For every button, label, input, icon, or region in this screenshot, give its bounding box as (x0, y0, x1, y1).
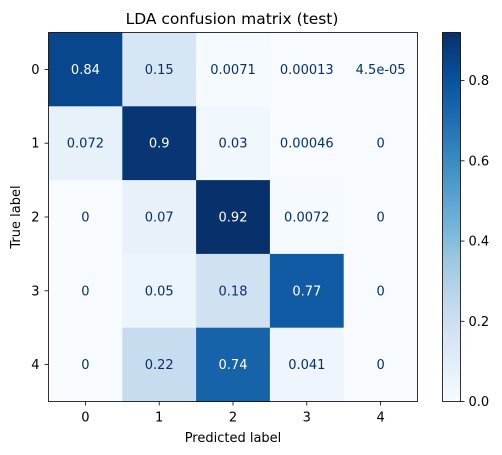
heatmap-cell (343, 253, 418, 329)
heatmap-cell (122, 253, 197, 329)
colorbar (442, 32, 461, 402)
heatmap-cell (122, 327, 197, 402)
heatmap-cell (343, 180, 418, 255)
x-tick-label: 3 (303, 411, 311, 426)
heatmap-cell (269, 253, 345, 329)
cell-value-label: 0.74 (219, 358, 248, 373)
cell-value-label: 0.92 (219, 211, 248, 226)
heatmap-cell (48, 327, 123, 402)
cell-value-label: 0 (376, 284, 384, 299)
colorbar-tick-label: 0.6 (469, 154, 490, 169)
x-tick-label: 4 (376, 411, 384, 426)
heatmap-cell (122, 32, 197, 107)
heatmap-cell (269, 106, 345, 181)
chart-title: LDA confusion matrix (test) (126, 10, 339, 28)
heatmap-cell (48, 32, 123, 107)
heatmap-cell (196, 106, 271, 181)
y-axis-ticks: 0 1 2 3 4 (31, 63, 49, 373)
y-tick-label: 4 (31, 358, 39, 373)
cell-value-label: 0.00013 (280, 63, 334, 78)
heatmap-cell (122, 180, 197, 255)
y-tick-label: 0 (31, 63, 39, 78)
heatmap-cell (196, 32, 271, 107)
cell-value-label: 0.07 (145, 211, 174, 226)
heatmap-cell (122, 106, 197, 181)
heatmap-cell (269, 32, 345, 107)
y-tick-label: 1 (31, 137, 39, 152)
heatmap-cell (269, 327, 345, 402)
y-tick-label: 2 (31, 211, 39, 226)
cell-value-label: 0.00046 (280, 137, 334, 152)
cell-value-label: 0 (376, 211, 384, 226)
cell-value-label: 0.84 (71, 63, 100, 78)
cell-value-label: 0.05 (145, 284, 174, 299)
heatmap-cell (196, 327, 271, 402)
cell-value-label: 0 (81, 211, 89, 226)
cell-value-label: 0.041 (288, 358, 325, 373)
cell-value-label: 0 (81, 358, 89, 373)
heatmap-cell (196, 253, 271, 329)
colorbar-ticks: 0.0 0.2 0.4 0.6 0.8 (460, 74, 490, 410)
cell-value-label: 0.18 (219, 284, 248, 299)
cell-value-label: 4.5e-05 (356, 63, 406, 78)
colorbar-tick-label: 0.0 (469, 395, 490, 410)
heatmap-cells (48, 32, 418, 402)
cell-value-label: 0.9 (149, 137, 170, 152)
heatmap-cell (343, 106, 418, 181)
cell-value-label: 0.0071 (210, 63, 256, 78)
cell-value-label: 0.77 (292, 284, 321, 299)
colorbar-tick-label: 0.8 (469, 74, 490, 89)
x-tick-label: 2 (229, 411, 237, 426)
heatmap-cell (343, 32, 418, 107)
heatmap-cell (269, 180, 345, 255)
heatmap-cell (48, 180, 123, 255)
x-axis-ticks: 0 1 2 3 4 (81, 401, 385, 426)
cell-value-label: 0.22 (145, 358, 174, 373)
cell-value-label: 0.072 (67, 137, 104, 152)
colorbar-tick-label: 0.4 (469, 235, 490, 250)
y-axis-label: True label (9, 185, 24, 249)
x-tick-label: 1 (155, 411, 163, 426)
heatmap-cell (48, 106, 123, 181)
colorbar-tick-label: 0.2 (469, 315, 490, 330)
cell-value-label: 0.03 (219, 137, 248, 152)
heatmap-cell (48, 253, 123, 329)
cell-value-label: 0.15 (145, 63, 174, 78)
cell-value-label: 0.0072 (284, 211, 330, 226)
cell-value-label: 0 (376, 137, 384, 152)
heatmap-cell (343, 327, 418, 402)
cell-value-label: 0 (376, 358, 384, 373)
heatmap-cell-labels: 0.84 0.15 0.0071 0.00013 4.5e-05 0.072 0.9 0.03… (67, 63, 406, 373)
x-tick-label: 0 (81, 411, 89, 426)
heatmap-cell (196, 180, 271, 255)
x-axis-label: Predicted label (185, 431, 282, 446)
cell-value-label: 0 (81, 284, 89, 299)
y-tick-label: 3 (31, 284, 39, 299)
